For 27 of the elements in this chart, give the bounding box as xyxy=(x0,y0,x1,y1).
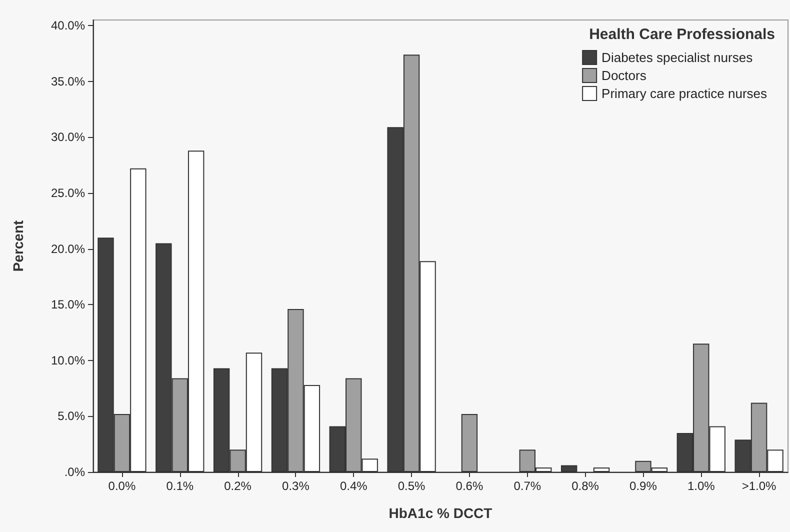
x-axis-title: HbA1c % DCCT xyxy=(388,505,493,521)
y-tick-label: 30.0% xyxy=(50,130,86,144)
x-tick-label: 0.4% xyxy=(340,479,368,493)
y-tick-label: .0% xyxy=(64,465,86,479)
y-tick-label: 25.0% xyxy=(50,186,86,200)
y-tick-label: 35.0% xyxy=(50,74,86,88)
x-tick-label: 0.3% xyxy=(282,479,310,493)
y-tick-label: 15.0% xyxy=(50,298,86,312)
y-axis-title: Percent xyxy=(10,220,26,272)
x-tick-label: 0.1% xyxy=(166,479,194,493)
x-tick-label: >1.0% xyxy=(742,479,777,493)
y-tick-label: 10.0% xyxy=(50,353,86,368)
legend-label: Diabetes specialist nurses xyxy=(602,50,754,65)
y-tick-label: 20.0% xyxy=(50,242,86,256)
x-tick-label: 0.7% xyxy=(514,479,542,493)
x-tick-label: 0.8% xyxy=(572,479,600,493)
x-tick-label: 0.0% xyxy=(108,479,136,493)
legend-label: Primary care practice nurses xyxy=(602,86,768,101)
y-tick-label: 40.0% xyxy=(50,18,86,33)
x-tick-label: 0.6% xyxy=(456,479,484,493)
x-tick-label: 0.9% xyxy=(630,479,658,493)
y-tick-label: 5.0% xyxy=(58,409,86,424)
legend-label: Doctors xyxy=(602,68,647,83)
x-tick-label: 0.5% xyxy=(398,479,426,493)
x-tick-label: 0.2% xyxy=(224,479,252,493)
legend-title: Health Care Professionals xyxy=(589,26,776,43)
x-tick-label: 1.0% xyxy=(687,479,716,493)
